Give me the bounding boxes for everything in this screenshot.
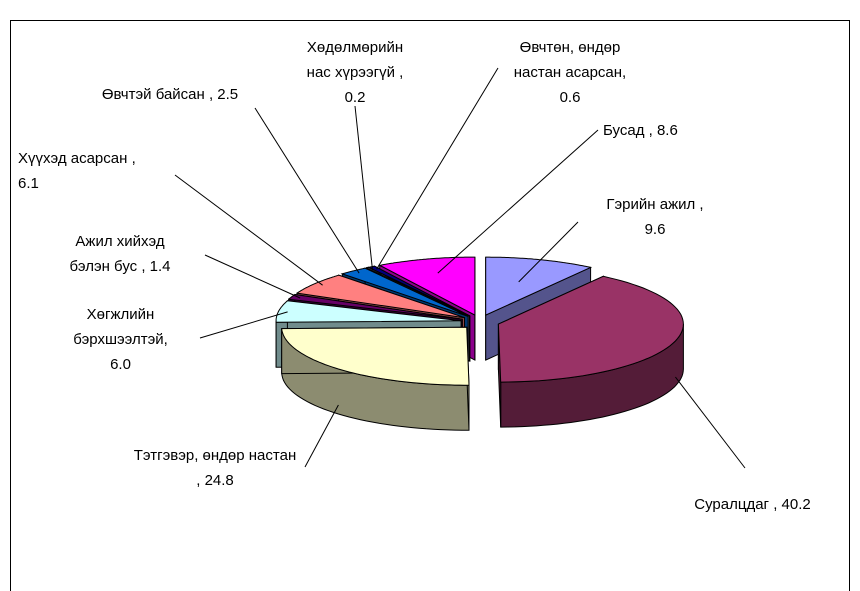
slice <box>378 256 476 316</box>
category-label: Хөдөлмөрийн нас хүрээгүй , <box>306 39 404 81</box>
value-label: 6.1 <box>18 175 39 192</box>
slice <box>368 265 471 317</box>
leader-line <box>199 311 288 339</box>
data-label: Бусад , 8.6 <box>603 118 743 143</box>
leader-line <box>518 221 579 283</box>
data-label: Өвчтэй байсан , 2.5 <box>100 82 240 107</box>
data-label: Хөгжлийн бэрхшээлтэй, 6.0 <box>68 302 173 377</box>
slice <box>281 326 470 386</box>
category-label: Суралцдаг , <box>694 496 778 513</box>
category-label: Ажил хийхэд бэлэн бус , <box>69 233 165 275</box>
leader-line <box>675 376 746 469</box>
category-label: Бусад , <box>603 122 653 139</box>
leader-line <box>437 129 599 274</box>
category-label: Хөгжлийн бэрхшээлтэй, <box>73 306 168 348</box>
leader-line <box>354 105 373 271</box>
slice <box>340 267 469 317</box>
category-label: Хүүхэд асарсан , <box>18 150 136 167</box>
chart-frame <box>10 20 850 591</box>
data-label: Өвчтөн, өндөр настан асарсан, 0.6 <box>505 35 635 110</box>
data-label: Суралцдаг , 40.2 <box>665 492 840 517</box>
value-label: 6.0 <box>110 356 131 373</box>
leader-line <box>254 107 360 274</box>
value-label: 1.4 <box>149 258 171 275</box>
slice <box>497 275 684 383</box>
category-label: Өвчтөн, өндөр настан асарсан, <box>513 39 627 81</box>
value-label: 0.6 <box>559 89 581 106</box>
category-label: Гэрийн ажил , <box>606 196 704 213</box>
value-label: 0.2 <box>344 89 366 106</box>
data-label: Гэрийн ажил , 9.6 <box>595 192 715 242</box>
slice <box>275 300 462 323</box>
leader-line <box>204 254 301 299</box>
leader-line <box>304 404 339 468</box>
category-label: Өвчтэй байсан , <box>101 86 214 103</box>
value-label: 24.8 <box>204 472 234 489</box>
data-label: Ажил хийхэд бэлэн бус , 1.4 <box>55 229 185 279</box>
value-label: 8.6 <box>656 122 678 139</box>
leader-line <box>174 174 323 286</box>
category-label: Тэтгэвэр, өндөр настан , <box>133 447 297 489</box>
slice <box>366 266 470 317</box>
data-label: Хүүхэд асарсан , 6.1 <box>18 146 148 196</box>
data-label: Тэтгэвэр, өндөр настан , 24.8 <box>130 443 300 493</box>
data-label: Хөдөлмөрийн нас хүрээгүй , 0.2 <box>295 35 415 110</box>
value-label: 2.5 <box>217 86 239 103</box>
value-label: 40.2 <box>781 496 811 513</box>
leader-line <box>376 67 499 270</box>
slice <box>295 274 465 319</box>
value-label: 9.6 <box>644 221 666 238</box>
